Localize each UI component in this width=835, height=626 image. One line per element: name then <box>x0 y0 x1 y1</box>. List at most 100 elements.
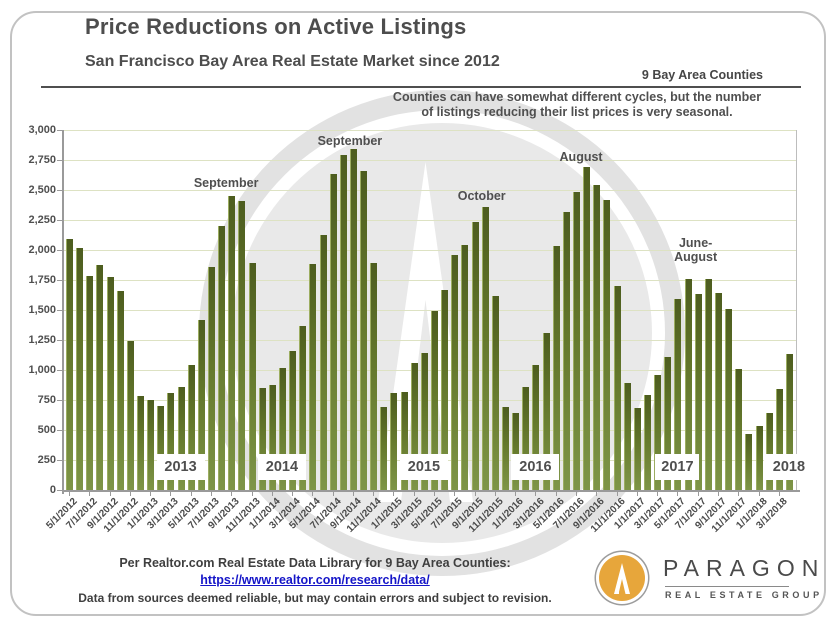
gridline <box>63 130 796 131</box>
peak-annotation: June- August <box>674 236 718 264</box>
x-axis-tick <box>657 491 659 496</box>
y-axis-tick <box>57 430 62 431</box>
y-axis-tick-label: 500 <box>37 424 56 436</box>
footer-disclaimer: Data from sources deemed reliable, but m… <box>78 591 552 605</box>
chart-bar <box>248 263 256 490</box>
chart-bar <box>552 246 560 490</box>
x-axis-tick <box>231 491 233 496</box>
gridline <box>63 220 796 221</box>
y-axis-tick <box>57 280 62 281</box>
y-axis-tick <box>57 160 62 161</box>
x-axis-tick <box>474 491 476 496</box>
y-axis-tick-label: 1,250 <box>28 334 56 346</box>
x-axis-tick <box>393 491 395 496</box>
x-axis-tick <box>150 491 152 496</box>
gridline <box>63 370 796 371</box>
paragon-wordmark: PARAGON <box>663 555 826 581</box>
y-axis-tick-label: 1,500 <box>28 304 56 316</box>
peak-annotation: September <box>317 134 383 148</box>
chart-bar <box>258 388 266 490</box>
chart-bar <box>329 174 337 490</box>
realtor-data-link[interactable]: https://www.realtor.com/research/data/ <box>200 573 430 587</box>
x-axis <box>62 490 800 492</box>
x-axis-tick <box>292 491 294 496</box>
x-axis-tick <box>515 491 517 496</box>
y-axis-tick-label: 250 <box>37 454 56 466</box>
x-axis-tick <box>454 491 456 496</box>
y-axis-tick-label: 2,000 <box>28 244 56 256</box>
y-axis-tick-label: 1,000 <box>28 364 56 376</box>
chart-bar <box>461 245 469 490</box>
chart-bar <box>704 279 712 490</box>
y-axis-tick <box>57 340 62 341</box>
page-title: Price Reductions on Active Listings <box>85 14 467 39</box>
x-axis-tick <box>190 491 192 496</box>
chart-bar <box>623 383 631 490</box>
paragon-tagline: REAL ESTATE GROUP <box>665 590 823 600</box>
chart-bar <box>136 396 144 490</box>
chart-bar <box>218 226 226 490</box>
gridline <box>63 400 796 401</box>
y-axis-tick-label: 2,250 <box>28 214 56 226</box>
gridline <box>63 430 796 431</box>
chart-bar <box>420 353 428 490</box>
chart-bar <box>664 357 672 490</box>
y-axis-tick-label: 750 <box>37 394 56 406</box>
chart-bar <box>512 413 520 490</box>
y-axis-tick-label: 2,500 <box>28 184 56 196</box>
paragon-logo: PARAGON REAL ESTATE GROUP <box>597 551 819 607</box>
chart-bar <box>451 255 459 490</box>
chart-bar <box>725 309 733 490</box>
x-axis-tick <box>758 491 760 496</box>
chart-bar <box>400 392 408 490</box>
chart-bar <box>380 407 388 490</box>
x-axis-tick <box>271 491 273 496</box>
chart-bar <box>491 296 499 490</box>
chart-bar <box>116 291 124 490</box>
x-axis-tick <box>89 491 91 496</box>
x-axis-tick <box>413 491 415 496</box>
chart-bar <box>319 235 327 490</box>
x-axis-tick <box>109 491 111 496</box>
paragon-logo-circle-icon <box>599 555 645 601</box>
x-axis-tick <box>778 491 780 496</box>
chart-bar <box>390 393 398 490</box>
x-axis-tick <box>616 491 618 496</box>
x-axis-tick <box>434 491 436 496</box>
chart-bar <box>502 407 510 490</box>
gridline <box>63 340 796 341</box>
chart-bar <box>441 290 449 490</box>
x-axis-tick <box>210 491 212 496</box>
footer-source-line: Per Realtor.com Real Estate Data Library… <box>119 556 511 570</box>
peak-annotation: August <box>559 150 603 164</box>
gridline <box>63 280 796 281</box>
x-axis-tick <box>717 491 719 496</box>
gridline <box>63 190 796 191</box>
chart-bar <box>76 248 84 490</box>
y-axis-tick-label: 2,750 <box>28 154 56 166</box>
chart-bar <box>532 365 540 490</box>
x-axis-tick <box>170 491 172 496</box>
chart-bar <box>674 299 682 490</box>
chart-bar <box>684 279 692 490</box>
chart-bar <box>431 311 439 490</box>
chart-bar <box>714 293 722 490</box>
chart-bar <box>96 265 104 490</box>
chart-bar <box>755 426 763 490</box>
y-axis-tick <box>57 220 62 221</box>
counties-note: 9 Bay Area Counties <box>641 68 763 82</box>
chart-bar <box>167 393 175 490</box>
y-axis-tick <box>57 250 62 251</box>
gridline <box>63 160 796 161</box>
x-axis-tick <box>312 491 314 496</box>
y-axis <box>62 130 64 494</box>
y-axis-tick <box>57 460 62 461</box>
chart-bar <box>126 341 134 490</box>
chart-bar <box>613 286 621 490</box>
paragon-logo-divider <box>665 586 789 587</box>
seasonality-callout: Counties can have somewhat different cyc… <box>352 90 802 119</box>
chart-bar <box>106 277 114 490</box>
chart-bar <box>603 200 611 490</box>
chart-bar <box>643 395 651 490</box>
